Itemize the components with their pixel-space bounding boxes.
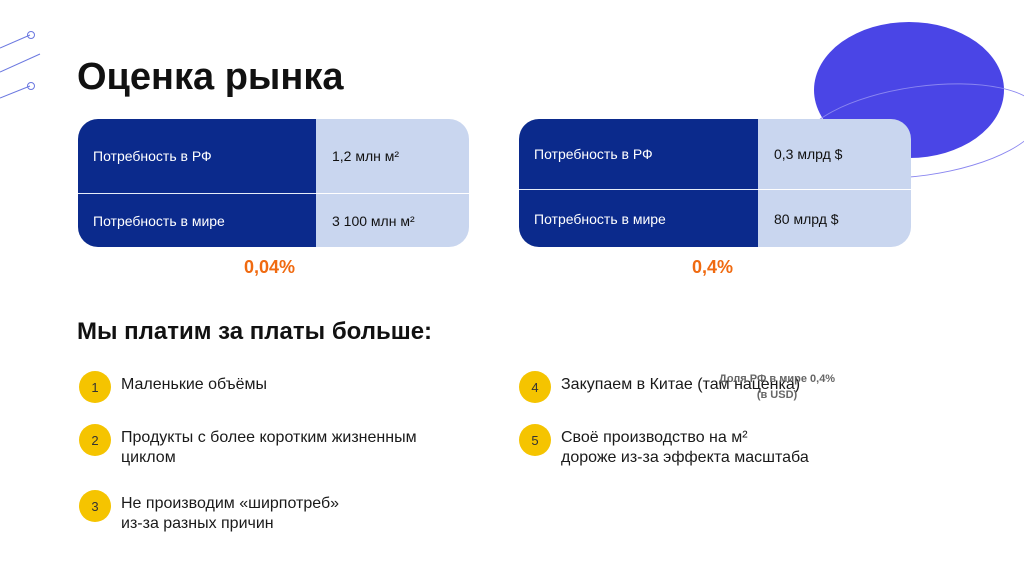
market-table-left: Потребность в РФ 1,2 млн м² Потребность … (78, 119, 469, 247)
list-item: 2 Продукты с более коротким жизненным ци… (79, 424, 417, 468)
row-value-world: 3 100 млн м² (316, 193, 469, 247)
market-share-percent-right: 0,4% (692, 257, 734, 277)
section-subtitle: Мы платим за платы больше: (77, 318, 433, 345)
number-badge: 1 (79, 371, 111, 403)
row-value-world: 80 млрд $ (758, 189, 911, 247)
market-table-right: Потребность в РФ 0,3 млрд $ Потребность … (519, 119, 911, 247)
list-item: 4 Закупаем в Китае (там наценка) (519, 371, 801, 403)
list-item-text: Своё производство на м² дороже из-за эфф… (561, 429, 809, 466)
number-badge: 4 (519, 371, 551, 403)
list-item: 5 Своё производство на м² дороже из-за э… (519, 424, 809, 468)
list-item-text: Закупаем в Китае (там наценка) (561, 376, 801, 393)
row-label-world: Потребность в мире (519, 189, 758, 247)
number-badge: 2 (79, 424, 111, 456)
market-share-percent-left: 0,04% (244, 257, 296, 277)
market-share-note: Доля РФ в мире 0,4% (в USD) (718, 373, 836, 401)
list-item: 1 Маленькие объёмы (79, 371, 268, 403)
list-item: 3 Не производим «ширпотреб» из-за разных… (79, 490, 340, 534)
number-badge: 5 (519, 424, 551, 456)
row-label-world: Потребность в мире (78, 193, 316, 247)
number-badge: 3 (79, 490, 111, 522)
row-label-rf: Потребность в РФ (519, 119, 758, 189)
list-item-text: Маленькие объёмы (121, 376, 268, 393)
row-value-rf: 0,3 млрд $ (758, 119, 911, 189)
list-item-text: Не производим «ширпотреб» из-за разных п… (121, 495, 340, 532)
row-label-rf: Потребность в РФ (78, 119, 316, 193)
decorative-lines (0, 31, 41, 99)
row-value-rf: 1,2 млн м² (316, 119, 469, 193)
list-item-text: Продукты с более коротким жизненным цикл… (121, 429, 417, 466)
page-title: Оценка рынка (77, 56, 344, 98)
